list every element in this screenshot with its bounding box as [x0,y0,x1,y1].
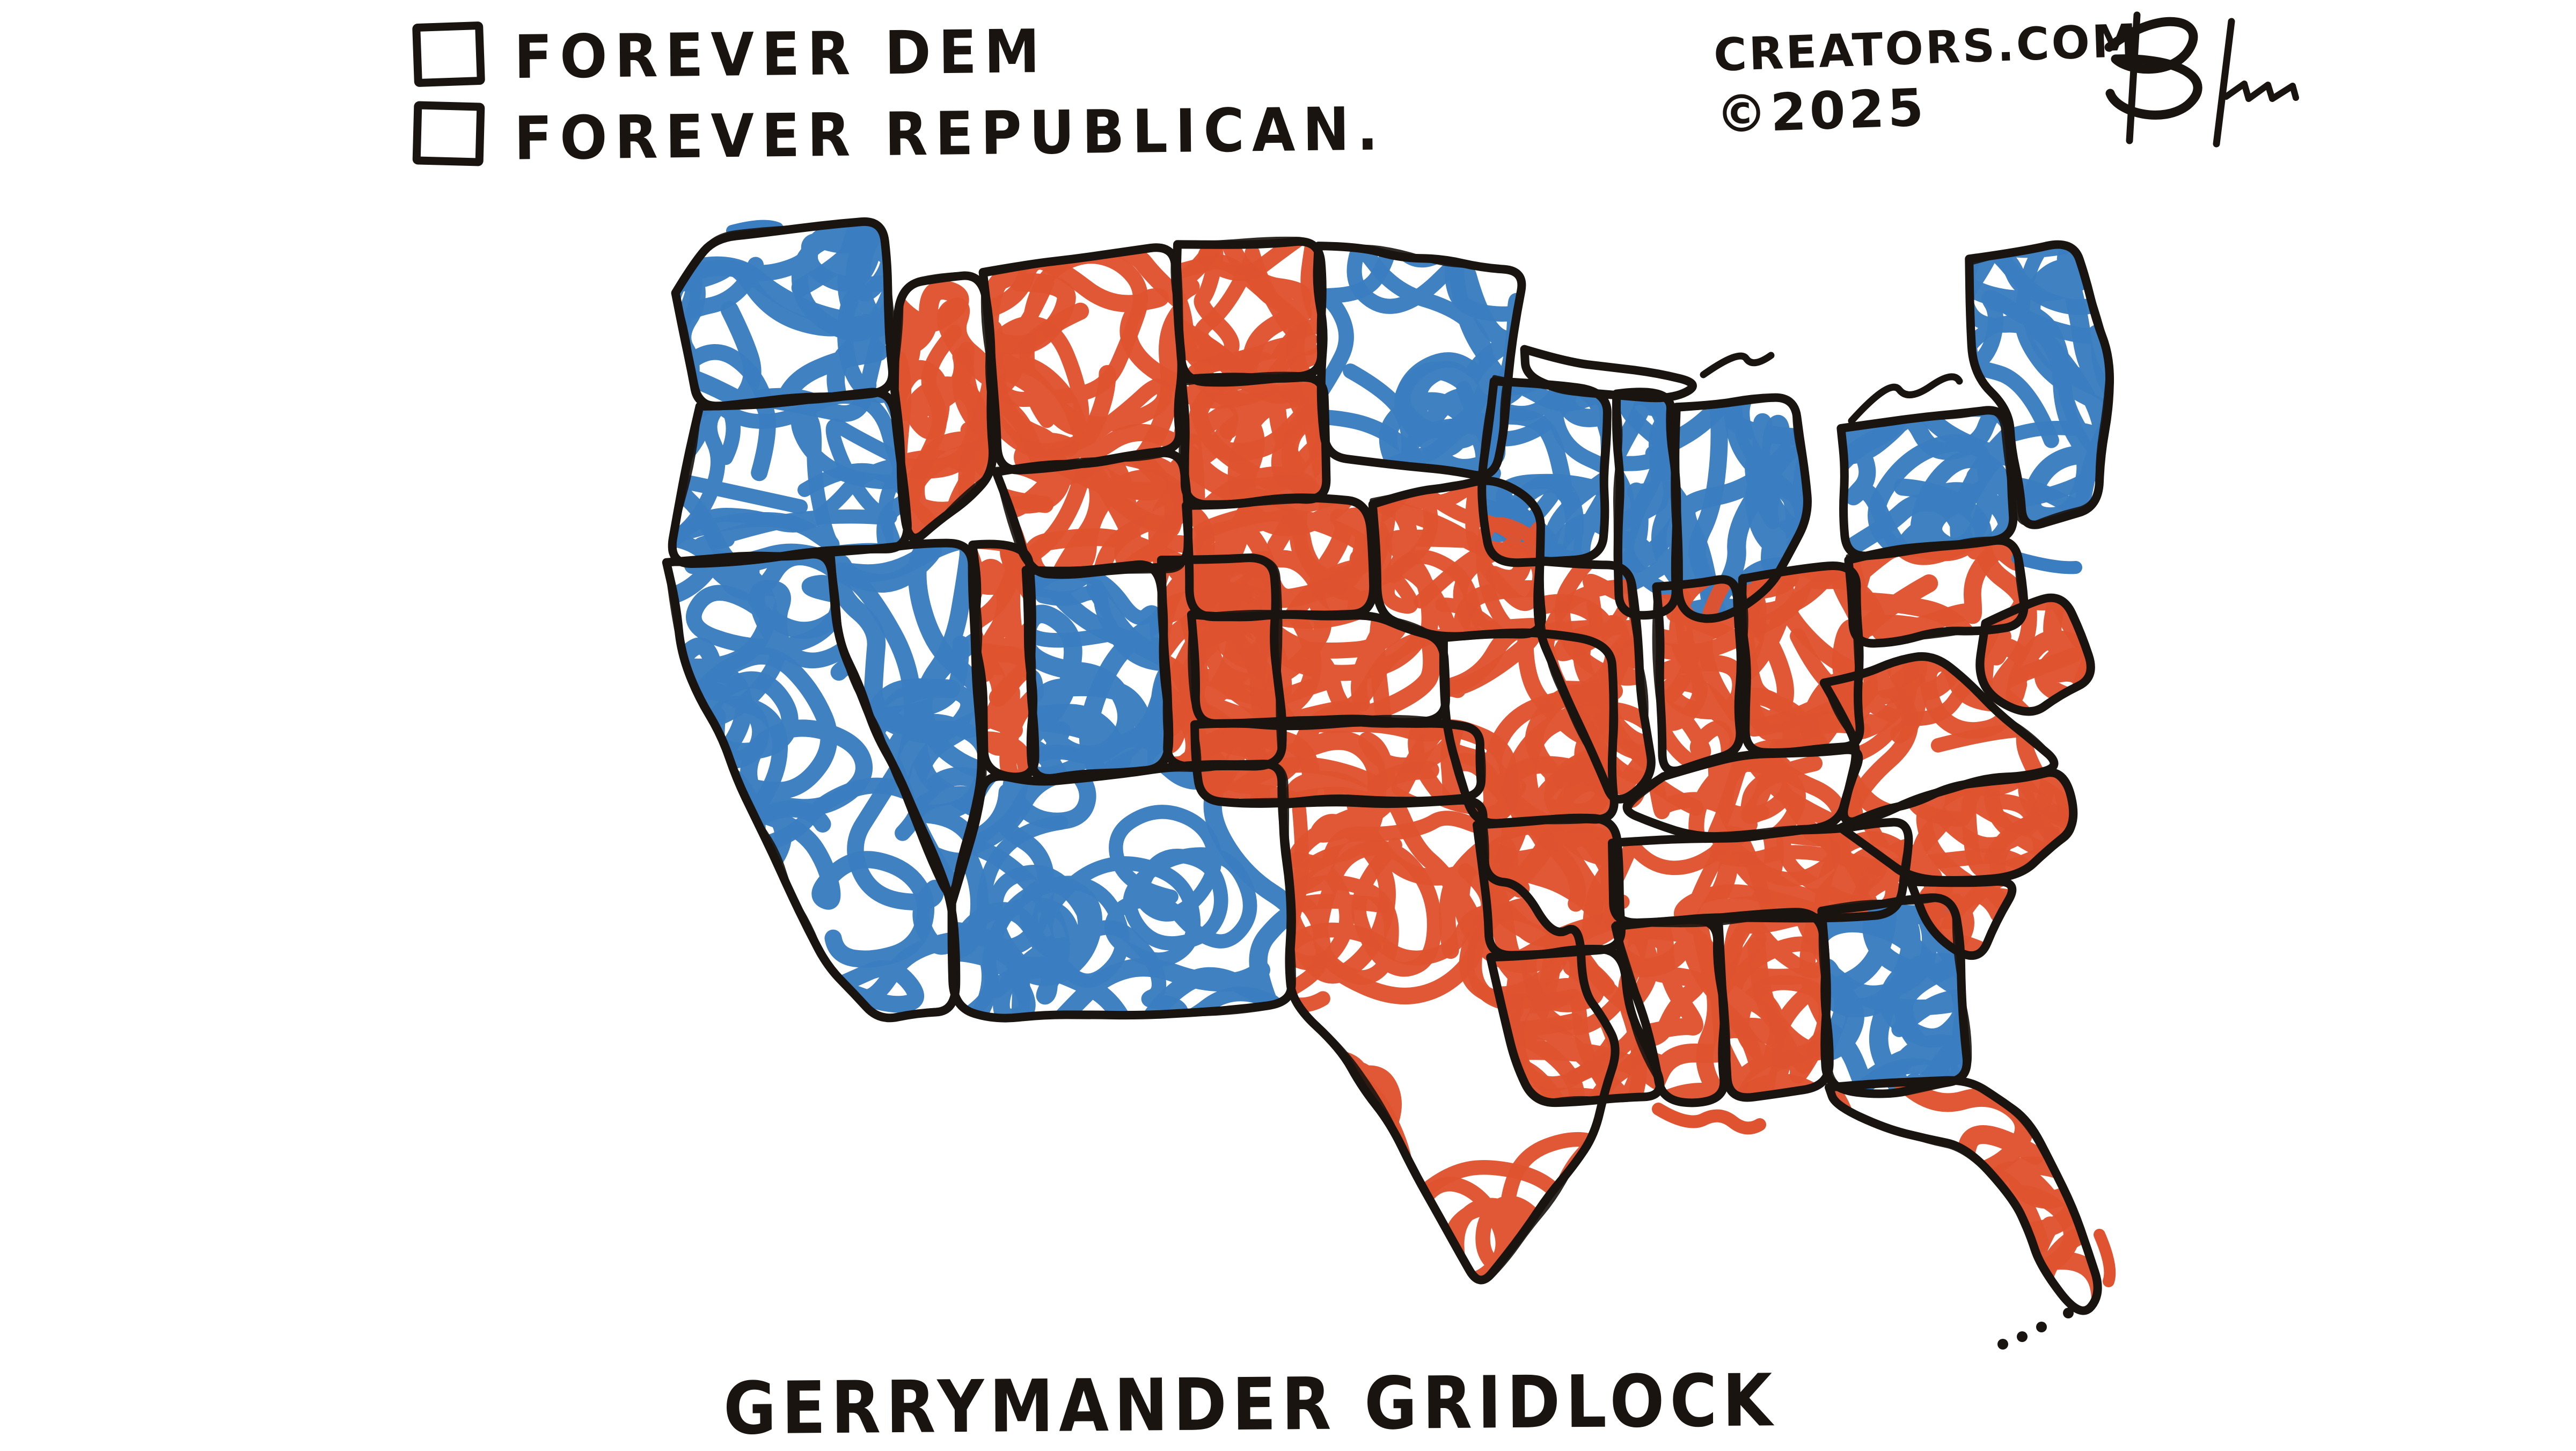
border-rough-minnesota [1316,244,1523,476]
border-rough-montana [980,245,1184,472]
border-rough-south-carolina [1908,878,2015,958]
rep-color-swatch [412,101,485,166]
florida-keys [2017,1331,2028,1342]
border-rough-tennessee [1609,821,1910,928]
us-map [662,217,2116,1350]
canada-zigzag-2 [1700,352,1775,378]
legend-row-rep: FOREVER REPUBLICAN. [412,94,1386,173]
florida-overshoot [2094,1229,2116,1287]
caption-text: GERRYMANDER GRIDLOCK [723,1359,1778,1451]
border-rough-new-england-maine [1966,242,2110,526]
border-rough-oklahoma [1192,716,1486,804]
florida-keys [2036,1322,2047,1332]
border-rough-indiana [1652,578,1744,775]
scribble-ohio [1741,565,1860,753]
copyright-text: ©2025 [1715,77,1928,145]
legend: FOREVER DEM FOREVER REPUBLICAN. [412,16,1386,180]
caption: GERRYMANDER GRIDLOCK [0,1359,2501,1451]
border-rough-texas [1280,798,1616,1281]
border-rough-south-dakota [1179,374,1330,508]
attribution: CREATORS.COM ©2025 [1713,14,2142,145]
border-rough-idaho-south-strip [970,540,1037,779]
scribble-kentucky [1627,749,1849,837]
scribble-wyoming [996,453,1188,575]
creators-site-text: CREATORS.COM [1713,14,2140,82]
rep-legend-label: FOREVER REPUBLICAN. [514,93,1386,174]
border-rough-colorado-east [1157,555,1283,771]
florida-keys [1997,1339,2008,1350]
border-rough-missouri [1441,631,1619,827]
border-rough-florida [1827,1078,2100,1313]
canada-zigzag-1 [1848,373,1963,425]
florida-keys [2063,1308,2074,1318]
legend-row-dem: FOREVER DEM [412,16,1386,92]
border-rough-maryland-newjersey [1980,597,2093,713]
state-borders [662,217,2114,1315]
scribble-mississippi [1615,920,1724,1103]
dem-legend-label: FOREVER DEM [514,16,1048,92]
border-oklahoma [1190,718,1485,808]
gulf-overshoot [1652,1103,1766,1135]
border-rough-new-york [1839,410,2016,557]
border-rough-wisconsin [1479,375,1612,564]
border-rough-michigan [1672,397,1809,620]
dem-color-swatch [412,21,486,88]
long-island [2011,552,2082,574]
artist-signature [2104,11,2299,148]
border-rough-georgia [1818,898,1972,1098]
border-rough-michigan-up [1522,347,1695,402]
